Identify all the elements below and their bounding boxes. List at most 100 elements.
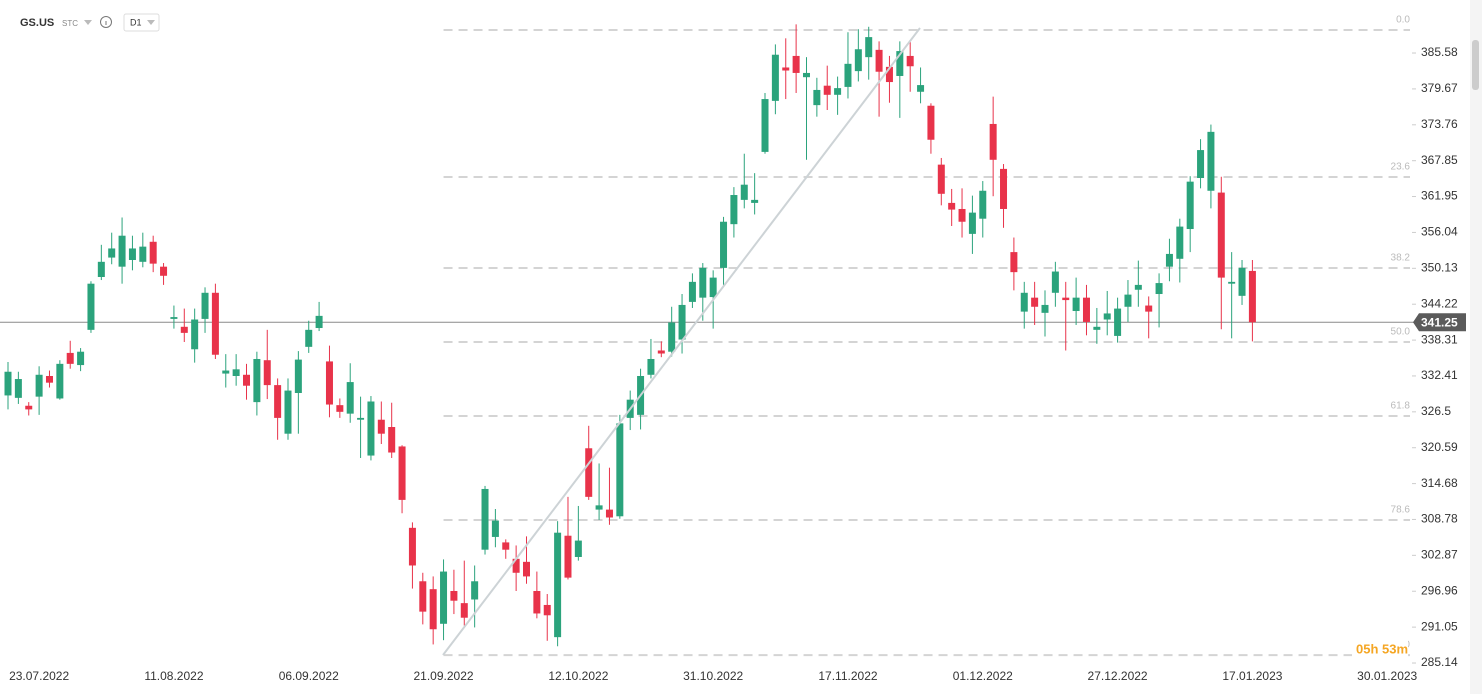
- toolbar: GS.US STC D1: [20, 13, 160, 32]
- candle-body: [284, 390, 292, 434]
- x-tick-label: 12.10.2022: [548, 669, 608, 683]
- candle-body: [87, 283, 95, 330]
- candle-body: [180, 326, 188, 333]
- candle-body: [440, 571, 448, 624]
- candle-body: [792, 55, 800, 73]
- fib-label: 0.0: [1396, 15, 1410, 26]
- fib-label: 78.6: [1391, 505, 1411, 516]
- y-tick-label: 361.95: [1421, 189, 1458, 203]
- candle-body: [616, 423, 624, 517]
- candle-body: [699, 267, 707, 298]
- x-tick-label: 17.11.2022: [818, 669, 877, 683]
- candle-body: [232, 369, 240, 376]
- candle-body: [398, 446, 406, 500]
- x-tick-label: 30.01.2023: [1357, 669, 1417, 683]
- candle-body: [927, 105, 935, 140]
- candle-body: [1124, 294, 1132, 307]
- candle-body: [367, 401, 375, 456]
- fib-label: 23.6: [1391, 162, 1411, 173]
- candle-body: [481, 488, 489, 550]
- y-tick-label: 385.58: [1421, 45, 1458, 59]
- candle-body: [647, 358, 655, 375]
- candle-body: [149, 241, 157, 264]
- x-tick-label: 11.08.2022: [144, 669, 203, 683]
- y-tick-label: 314.68: [1421, 476, 1458, 490]
- candle-body: [1248, 270, 1256, 323]
- candle-body: [771, 54, 779, 101]
- x-tick-label: 23.07.2022: [9, 669, 69, 683]
- fib-label: 61.8: [1391, 401, 1411, 412]
- interval: D1: [130, 17, 142, 27]
- candle-body: [885, 66, 893, 83]
- candle-body: [1176, 226, 1184, 259]
- candle-body: [336, 405, 344, 412]
- candle-body: [865, 37, 873, 58]
- y-tick-label: 367.85: [1421, 153, 1458, 167]
- y-tick-label: 291.05: [1421, 619, 1458, 633]
- candle-body: [294, 359, 302, 394]
- candle-body: [605, 509, 613, 518]
- market[interactable]: STC: [62, 19, 78, 28]
- candle-body: [834, 88, 842, 95]
- candle-body: [751, 199, 759, 203]
- candle-body: [263, 360, 271, 386]
- candle-body: [139, 246, 147, 262]
- candle-body: [45, 375, 53, 383]
- candle-body: [896, 51, 904, 76]
- interval-dropdown[interactable]: [123, 13, 160, 32]
- y-tick-label: 285.14: [1421, 655, 1458, 669]
- candle-body: [305, 329, 313, 347]
- candle-body: [823, 85, 831, 95]
- candle-body: [1145, 305, 1153, 312]
- candle-body: [460, 603, 468, 618]
- scroll-thumb[interactable]: [1472, 40, 1479, 90]
- candle-body: [491, 520, 499, 537]
- candle-body: [118, 235, 126, 267]
- candle-body: [1217, 192, 1225, 278]
- symbol: GS.US: [20, 17, 54, 29]
- candle-body: [657, 350, 665, 354]
- trend-line: [442, 27, 921, 656]
- candle-body: [201, 292, 209, 319]
- candle-body: [222, 370, 230, 374]
- y-tick-label: 326.5: [1421, 404, 1451, 418]
- market-dropdown[interactable]: [84, 20, 92, 25]
- candle-body: [1010, 252, 1018, 273]
- y-tick-label: 308.78: [1421, 512, 1458, 526]
- candle-body: [274, 385, 282, 418]
- candle-body: [450, 590, 458, 601]
- candle-body: [1186, 181, 1194, 230]
- candle-body: [471, 581, 479, 600]
- y-tick-label: 338.31: [1421, 332, 1458, 346]
- candle-body: [419, 581, 427, 612]
- candle-body: [1103, 313, 1111, 320]
- info-icon[interactable]: [100, 16, 112, 28]
- candle-body: [253, 358, 261, 403]
- fib-label: 38.2: [1391, 253, 1411, 264]
- candle-body: [554, 532, 562, 638]
- candle-body: [25, 405, 33, 410]
- candle-body: [77, 351, 85, 366]
- candle-body: [761, 99, 769, 152]
- candle-body: [56, 363, 64, 399]
- price-tag: [1413, 313, 1466, 332]
- candle-body: [377, 419, 385, 434]
- x-tick-label: 21.09.2022: [414, 669, 474, 683]
- candle-body: [979, 190, 987, 219]
- candle-body: [97, 261, 105, 278]
- candle-body: [668, 322, 676, 352]
- current-price-label: 341.25: [1421, 315, 1458, 329]
- candle-body: [243, 374, 251, 386]
- candle-body: [574, 540, 582, 557]
- candle-body: [1134, 284, 1142, 290]
- candle-body: [585, 448, 593, 497]
- x-tick-label: 17.01.2023: [1222, 669, 1282, 683]
- fib-label: 50.0: [1391, 327, 1411, 338]
- x-tick-label: 06.09.2022: [279, 669, 339, 683]
- candle-body: [875, 49, 883, 72]
- y-tick-label: 296.96: [1421, 583, 1458, 597]
- candle-body: [854, 49, 862, 72]
- candle-body: [191, 319, 199, 350]
- candle-body: [1031, 297, 1039, 307]
